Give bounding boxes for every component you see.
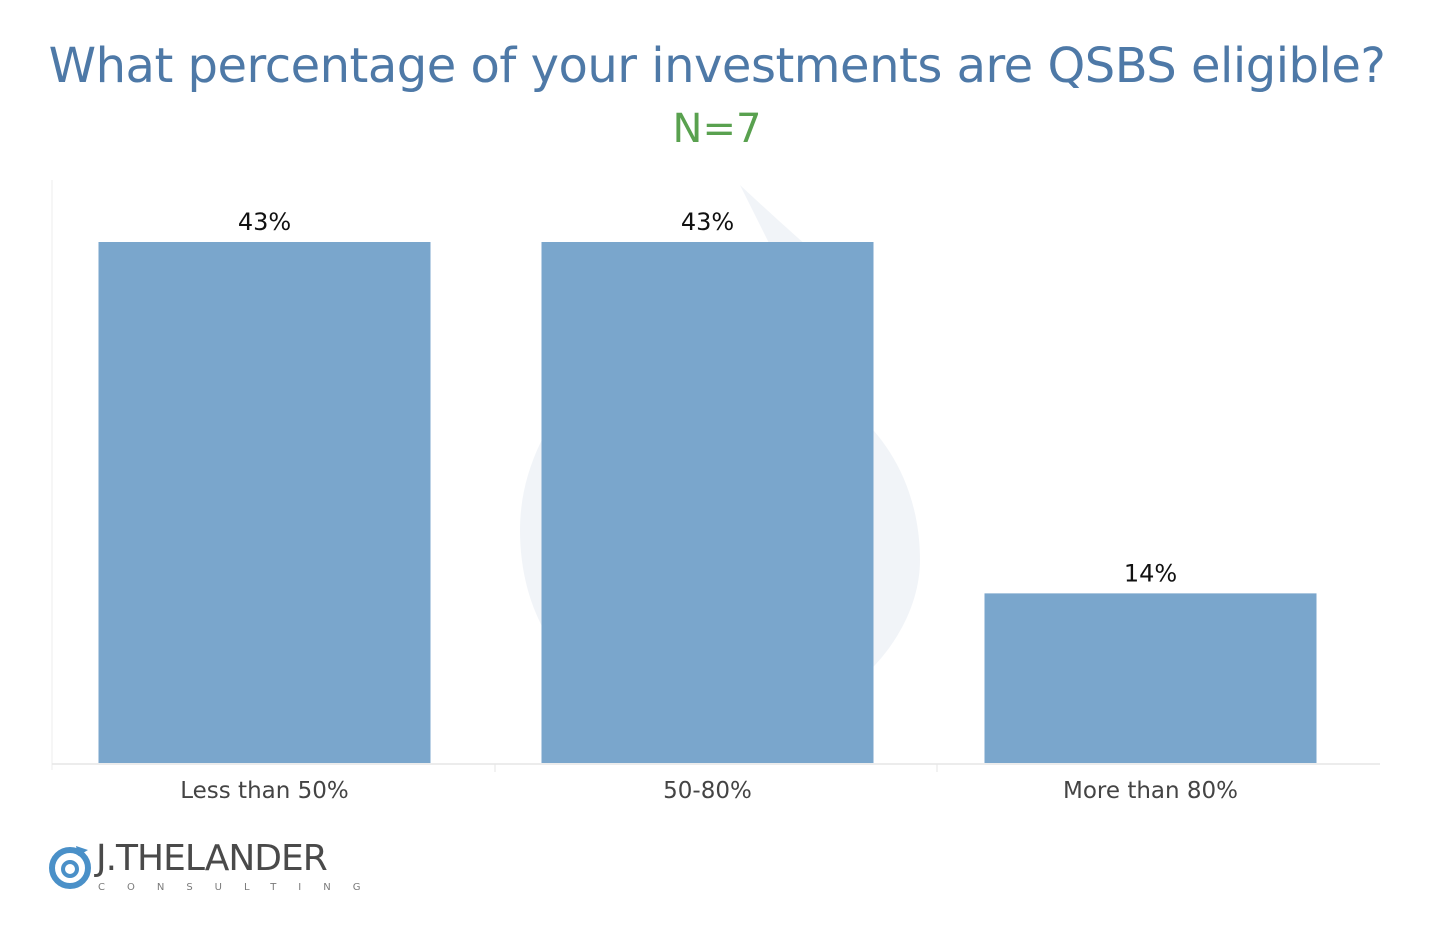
data-label-1: 43% [681, 208, 734, 236]
brand-logo: J.THELANDER CONSULTING [48, 838, 368, 898]
brand-name: J.THELANDER [96, 838, 328, 879]
bar-0 [98, 242, 431, 763]
bar-1 [541, 242, 874, 763]
brand-tagline: CONSULTING [98, 882, 383, 893]
bar-2 [984, 593, 1317, 763]
spiral-logo-icon [49, 846, 91, 889]
chart-subtitle: N=7 [672, 106, 762, 152]
data-label-2: 14% [1124, 559, 1177, 587]
x-tick-label-0: Less than 50% [180, 778, 349, 804]
x-tick-label-1: 50-80% [663, 778, 752, 804]
x-tick-label-2: More than 80% [1063, 778, 1238, 804]
chart-title: What percentage of your investments are … [48, 38, 1386, 94]
data-label-0: 43% [238, 208, 291, 236]
